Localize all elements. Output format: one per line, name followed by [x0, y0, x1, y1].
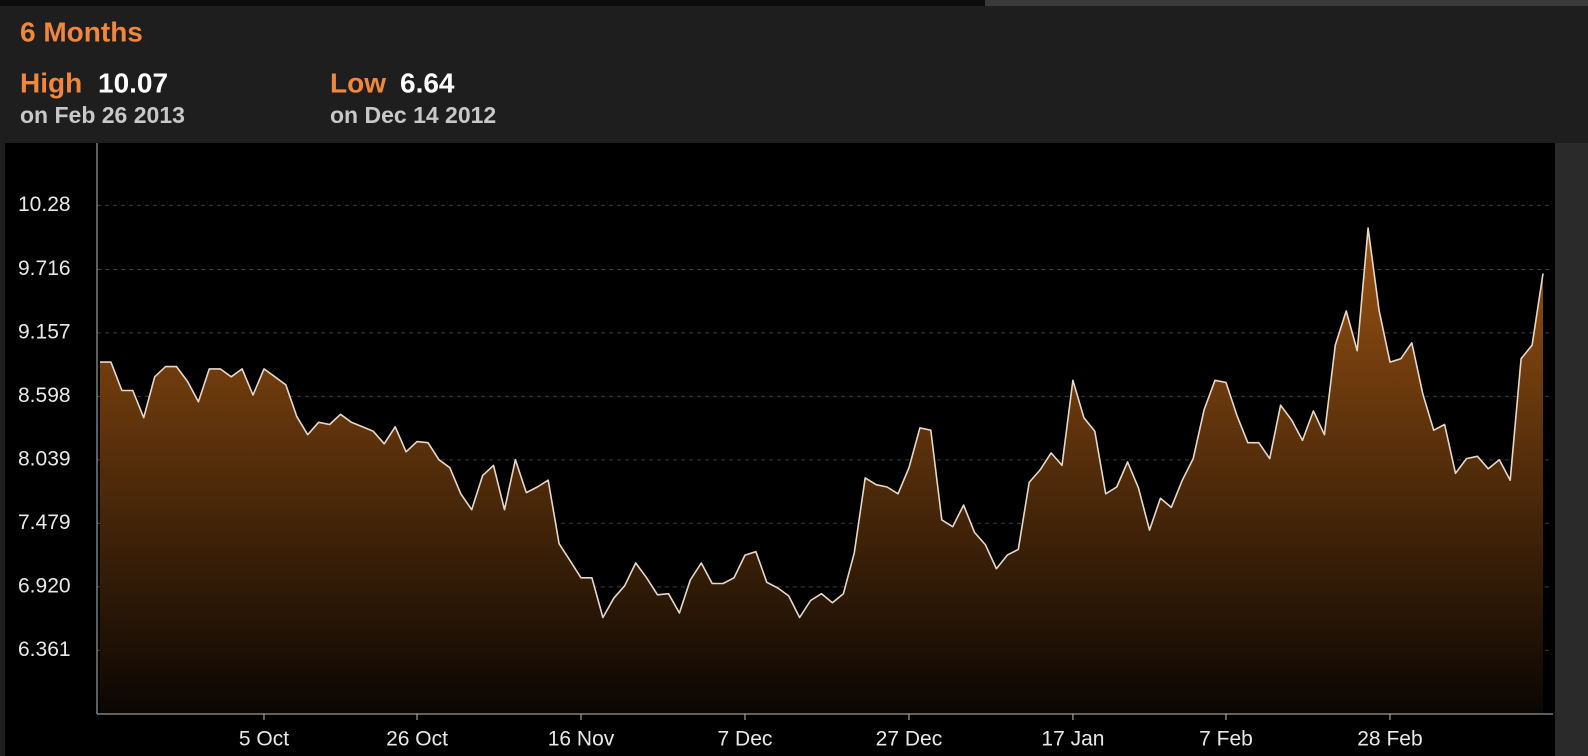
y-tick-label: 6.920 — [18, 574, 71, 597]
line — [100, 227, 1544, 619]
x-tick-label: 7 Dec — [718, 728, 773, 751]
low-value: 6.64 — [400, 67, 455, 98]
top-strip — [0, 0, 985, 6]
high-value: 10.07 — [98, 67, 168, 98]
x-tick-label: 16 Nov — [548, 728, 615, 751]
high-date: on Feb 26 2013 — [20, 102, 185, 128]
x-tick-label: 26 Oct — [386, 728, 448, 751]
y-tick-label: 6.361 — [18, 638, 71, 661]
y-tick-label: 9.157 — [18, 320, 71, 343]
low-label: Low — [330, 67, 386, 98]
top-strip — [985, 0, 1588, 6]
y-tick-label: 8.598 — [18, 384, 71, 407]
x-tick-label: 27 Dec — [876, 728, 943, 751]
y-tick-label: 8.039 — [18, 447, 71, 470]
area — [100, 228, 1543, 714]
x-tick-label: 17 Jan — [1041, 728, 1104, 751]
x-tick-label: 28 Feb — [1357, 728, 1422, 751]
chart-title: 6 Months — [20, 16, 143, 47]
y-tick-label: 7.479 — [18, 511, 71, 534]
side-panel — [1555, 143, 1588, 756]
low-date: on Dec 14 2012 — [330, 102, 496, 128]
y-tick-label: 10.28 — [18, 193, 71, 216]
x-tick-label: 7 Feb — [1199, 728, 1253, 751]
high-label: High — [20, 67, 82, 98]
x-tick-label: 5 Oct — [239, 728, 289, 751]
y-tick-label: 9.716 — [18, 257, 71, 280]
